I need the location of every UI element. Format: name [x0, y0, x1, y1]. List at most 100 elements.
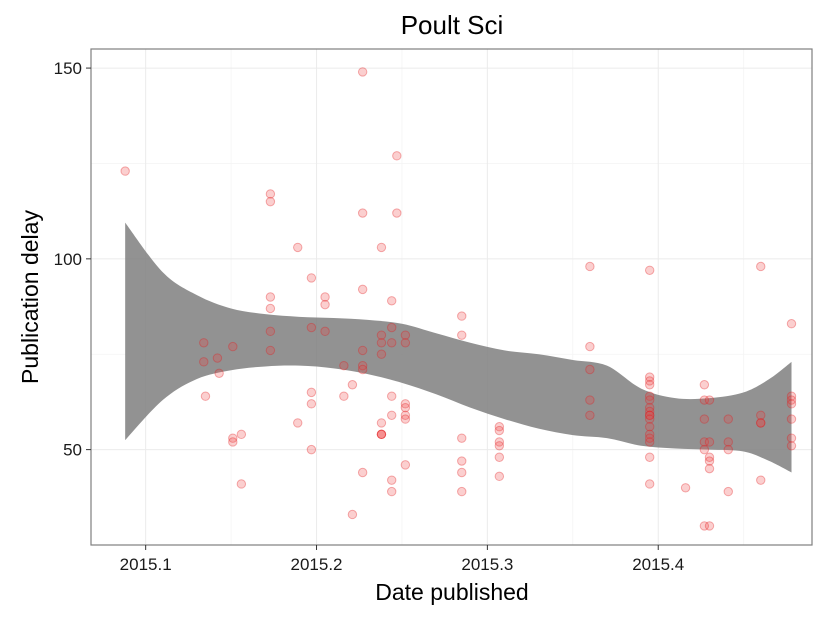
- data-point: [357, 284, 368, 295]
- data-point: [756, 410, 766, 420]
- data-point: [376, 429, 387, 440]
- data-point: [756, 261, 766, 272]
- data-point: [214, 368, 224, 379]
- data-point: [199, 338, 209, 348]
- data-point: [704, 456, 715, 466]
- data-point: [400, 330, 411, 340]
- data-point: [320, 326, 330, 337]
- data-point: [786, 319, 797, 329]
- data-point: [347, 509, 358, 520]
- data-point: [400, 338, 411, 348]
- data-point: [387, 410, 397, 420]
- data-point: [265, 303, 276, 314]
- data-point: [376, 242, 387, 253]
- data-point: [387, 338, 397, 348]
- data-point: [306, 273, 317, 283]
- data-point: [786, 441, 797, 451]
- data-point: [387, 475, 397, 485]
- data-point: [306, 322, 317, 333]
- y-tick-label: 150: [54, 59, 82, 78]
- data-point: [786, 433, 797, 443]
- data-point: [387, 322, 397, 333]
- data-points: [120, 67, 797, 531]
- x-tick-label: 2015.2: [291, 555, 343, 574]
- x-axis: 2015.1 2015.2 2015.3 2015.4: [120, 545, 684, 574]
- data-point: [376, 349, 387, 359]
- data-point: [756, 418, 766, 428]
- data-point: [265, 326, 276, 337]
- data-point: [644, 391, 655, 401]
- data-point: [457, 486, 467, 497]
- data-point: [585, 364, 595, 375]
- data-point: [357, 345, 368, 356]
- data-point: [228, 341, 238, 352]
- data-point: [120, 166, 130, 176]
- data-point: [357, 360, 368, 371]
- data-point: [644, 372, 655, 382]
- data-point: [357, 67, 368, 77]
- data-point: [293, 242, 303, 253]
- data-point: [756, 418, 766, 428]
- data-point: [723, 437, 733, 447]
- data-point: [704, 463, 715, 474]
- data-point: [585, 261, 595, 272]
- data-point: [644, 414, 655, 424]
- data-point: [347, 380, 358, 390]
- data-point: [320, 292, 330, 302]
- y-axis: 50 100 150: [54, 59, 91, 460]
- data-point: [228, 433, 238, 443]
- data-point: [786, 395, 797, 405]
- data-point: [494, 422, 505, 432]
- data-point: [339, 391, 349, 401]
- data-point: [644, 395, 655, 405]
- data-point: [699, 380, 710, 390]
- data-point: [400, 410, 411, 420]
- y-axis-title: Publication delay: [17, 210, 43, 384]
- data-point: [585, 395, 595, 405]
- confidence-ribbon: [125, 222, 792, 473]
- data-point: [723, 414, 733, 424]
- data-point: [376, 330, 387, 340]
- data-point: [357, 364, 368, 375]
- data-point: [339, 360, 349, 371]
- data-point: [457, 467, 467, 478]
- x-tick-label: 2015.4: [632, 555, 684, 574]
- data-point: [387, 391, 397, 401]
- data-point: [494, 441, 505, 451]
- panel-background: [91, 49, 812, 545]
- x-tick-label: 2015.3: [461, 555, 513, 574]
- data-point: [400, 460, 411, 470]
- data-point: [494, 437, 505, 447]
- data-point: [644, 406, 655, 417]
- data-point: [387, 296, 397, 306]
- data-point: [400, 402, 411, 413]
- y-tick-label: 100: [54, 250, 82, 269]
- data-point: [644, 376, 655, 386]
- data-point: [457, 456, 467, 466]
- grid-lines: [91, 49, 812, 546]
- data-point: [699, 437, 710, 447]
- chart-title: Poult Sci: [401, 10, 504, 40]
- data-point: [644, 452, 655, 462]
- data-point: [400, 399, 411, 409]
- data-point: [357, 208, 368, 218]
- x-tick-label: 2015.1: [120, 555, 172, 574]
- data-point: [306, 399, 317, 409]
- data-point: [585, 410, 595, 420]
- data-point: [644, 380, 655, 390]
- data-point: [680, 483, 691, 493]
- data-point: [265, 345, 276, 356]
- data-point: [704, 437, 715, 447]
- data-point: [704, 521, 715, 531]
- data-point: [494, 471, 505, 482]
- data-point: [212, 353, 223, 363]
- panel-border: [90, 48, 813, 546]
- data-point: [494, 425, 505, 436]
- data-point: [306, 444, 317, 455]
- data-point: [644, 437, 655, 447]
- x-axis-title: Date published: [375, 579, 528, 605]
- data-point: [228, 437, 238, 447]
- data-point: [400, 414, 411, 424]
- data-point: [293, 418, 303, 428]
- data-point: [457, 433, 467, 443]
